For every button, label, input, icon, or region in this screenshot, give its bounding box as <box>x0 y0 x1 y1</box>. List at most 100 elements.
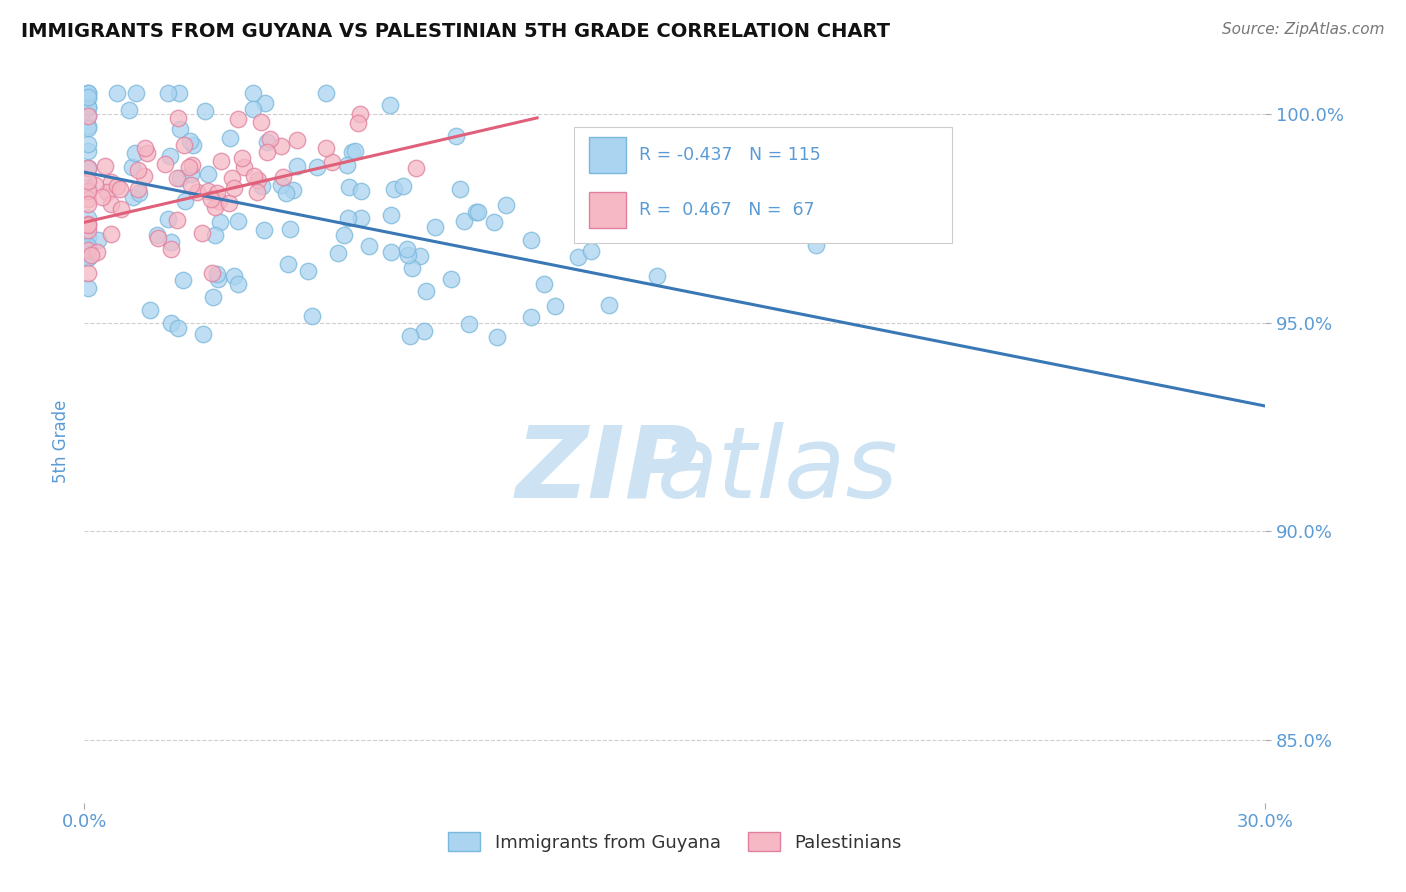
Point <box>156 86 179 100</box>
Point <box>77 217 100 231</box>
Point <box>200 192 222 206</box>
Point <box>207 272 229 286</box>
Point <box>270 178 292 192</box>
Point <box>247 173 270 187</box>
Point <box>242 86 264 100</box>
Point <box>806 238 828 252</box>
Point <box>77 161 100 175</box>
Point <box>166 213 188 227</box>
Point <box>350 211 373 225</box>
Point <box>180 167 202 181</box>
Point <box>297 264 319 278</box>
Point <box>533 277 555 292</box>
Point <box>105 179 128 194</box>
Point <box>180 158 202 172</box>
Text: R = -0.437   N = 115: R = -0.437 N = 115 <box>640 145 821 164</box>
Point <box>226 277 249 291</box>
Point <box>202 290 225 304</box>
Point <box>301 310 323 324</box>
Point <box>127 163 149 178</box>
Point <box>453 214 475 228</box>
Point <box>167 111 190 125</box>
Point <box>519 310 541 324</box>
Point <box>177 160 200 174</box>
Point <box>110 202 132 217</box>
Point <box>77 250 100 264</box>
Point <box>380 208 402 222</box>
Point <box>153 156 176 170</box>
Point <box>281 183 304 197</box>
Point <box>118 103 141 117</box>
Point <box>336 158 359 172</box>
Point <box>77 239 100 253</box>
Point <box>166 320 188 334</box>
Point <box>270 139 292 153</box>
Point <box>413 325 436 339</box>
Point <box>581 244 603 258</box>
Point <box>226 112 249 127</box>
Point <box>208 194 231 208</box>
Point <box>77 251 100 265</box>
Point <box>90 190 112 204</box>
Point <box>242 169 264 183</box>
Point <box>179 134 201 148</box>
Text: Source: ZipAtlas.com: Source: ZipAtlas.com <box>1222 22 1385 37</box>
Point <box>128 186 150 201</box>
Point <box>209 215 232 229</box>
Point <box>207 186 229 201</box>
Point <box>100 196 122 211</box>
Point <box>77 120 100 134</box>
Point <box>77 86 100 100</box>
Point <box>219 131 242 145</box>
FancyBboxPatch shape <box>575 128 952 243</box>
Legend: Immigrants from Guyana, Palestinians: Immigrants from Guyana, Palestinians <box>440 825 910 859</box>
Point <box>207 268 229 282</box>
Point <box>315 86 337 100</box>
Point <box>77 219 100 233</box>
Point <box>396 248 419 262</box>
Point <box>77 100 100 114</box>
Point <box>221 171 243 186</box>
Point <box>349 107 371 121</box>
Point <box>122 190 145 204</box>
Point <box>209 153 232 168</box>
Point <box>197 184 219 198</box>
Point <box>222 181 245 195</box>
Point <box>146 231 169 245</box>
Point <box>77 184 100 198</box>
Point <box>256 135 278 149</box>
Point <box>77 86 100 100</box>
Point <box>77 91 100 105</box>
Point <box>191 326 214 341</box>
Point <box>77 179 100 194</box>
Point <box>218 196 240 211</box>
Point <box>321 155 343 169</box>
Point <box>357 239 380 253</box>
Point <box>278 222 301 236</box>
Point <box>172 273 194 287</box>
Point <box>423 220 446 235</box>
Point <box>392 179 415 194</box>
Point <box>409 249 432 263</box>
Point <box>127 182 149 196</box>
Point <box>204 228 226 243</box>
Point <box>253 96 276 111</box>
Point <box>180 178 202 192</box>
Point <box>336 211 359 225</box>
Point <box>458 318 481 332</box>
Point <box>77 211 100 226</box>
Point <box>399 329 422 343</box>
Point <box>77 161 100 175</box>
Point <box>204 200 226 214</box>
Point <box>194 103 217 118</box>
Point <box>77 174 100 188</box>
Point <box>77 230 100 244</box>
Point <box>105 86 128 100</box>
Point <box>160 243 183 257</box>
Point <box>197 167 219 181</box>
Point <box>259 132 281 146</box>
Point <box>166 170 188 185</box>
Point <box>232 160 254 174</box>
Point <box>86 244 108 259</box>
Point <box>277 257 299 271</box>
